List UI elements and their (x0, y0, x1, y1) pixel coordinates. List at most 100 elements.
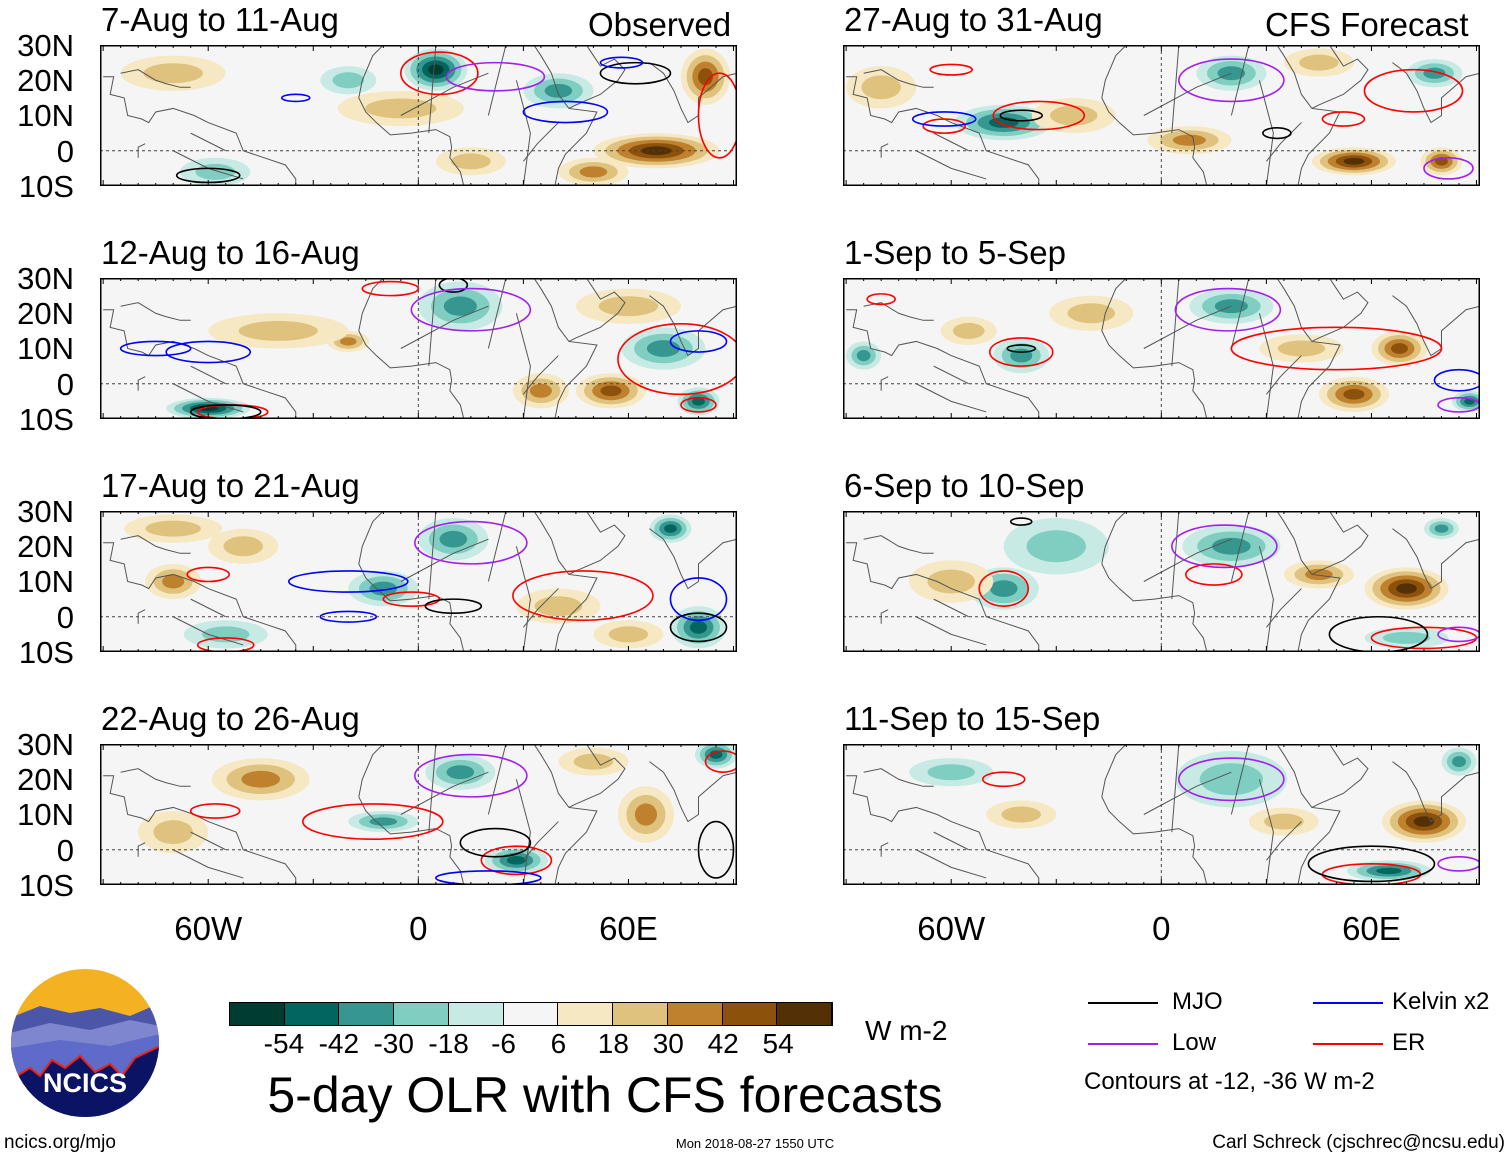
forecast-header: CFS Forecast (1265, 6, 1469, 43)
coastline (358, 97, 465, 186)
olr-anomaly-blob (506, 856, 526, 865)
olr-anomaly-blob (579, 166, 608, 178)
colorbar-tick-label: 6 (550, 1028, 567, 1059)
olr-map-panel (100, 278, 737, 419)
coastline (172, 849, 244, 879)
coastline (1258, 779, 1274, 885)
olr-anomaly-blob (428, 64, 444, 75)
coastline (358, 278, 384, 331)
coastline (915, 616, 987, 646)
coastline (880, 143, 889, 158)
coastline (568, 45, 626, 109)
coastline (649, 761, 737, 823)
kelvin-contour (319, 610, 378, 623)
coastline (1230, 744, 1250, 815)
olr-anomaly-blob (692, 397, 705, 406)
colorbar-swatch (284, 1003, 340, 1025)
lat-label: 20N (17, 529, 74, 565)
olr-anomaly-blob (1026, 530, 1086, 563)
coastline (915, 849, 987, 879)
olr-anomaly-blob (927, 764, 975, 781)
olr-anomaly-blob (1277, 340, 1326, 357)
coastline (103, 775, 297, 885)
legend-kelvin-line (1313, 1002, 1383, 1004)
coastline (1265, 821, 1302, 861)
coastline (1258, 80, 1274, 186)
coastline (1101, 330, 1208, 419)
coastline (103, 542, 297, 652)
footer-timestamp: Mon 2018-08-27 1550 UTC (675, 1136, 835, 1151)
low-contour (1178, 58, 1285, 103)
er-contour (978, 570, 1030, 607)
kelvin-contour (669, 330, 728, 353)
er-contour (988, 337, 1054, 367)
olr-anomaly-blob (534, 596, 583, 617)
observed-header: Observed (588, 6, 732, 43)
er-contour (189, 803, 241, 819)
olr-anomaly-blob (1050, 105, 1098, 126)
olr-anomaly-blob (573, 753, 614, 770)
low-contour (1437, 397, 1480, 413)
coastline (1392, 62, 1480, 124)
er-contour (186, 566, 231, 583)
footer-url[interactable]: ncics.org/mjo (4, 1132, 116, 1153)
lat-label: 30N (17, 494, 74, 529)
colorbar-tick-label: -6 (491, 1028, 516, 1059)
lat-label: 30N (17, 727, 74, 762)
coastline (1265, 588, 1302, 628)
mjo-contour (1328, 615, 1429, 652)
mjo-contour (1006, 344, 1037, 353)
coastline (1311, 511, 1369, 575)
lat-label: 20N (17, 762, 74, 798)
kelvin-contour (1433, 368, 1480, 392)
lon-label: 60E (1342, 910, 1401, 947)
olr-anomaly-blob (544, 83, 573, 98)
kelvin-contour (599, 56, 644, 69)
legend-low-label: Low (1172, 1029, 1217, 1056)
coastline (1265, 122, 1302, 162)
olr-anomaly-blob (369, 817, 398, 826)
coastline (515, 546, 531, 652)
coastline (428, 511, 437, 600)
coastline (1230, 511, 1250, 582)
lat-label: 10S (18, 634, 74, 670)
coastline (649, 295, 737, 357)
coastline (358, 45, 384, 98)
coastline (915, 150, 987, 180)
olr-anomaly-blob (439, 530, 468, 548)
lon-label: 0 (1152, 910, 1171, 947)
olr-map-panel (843, 45, 1480, 186)
coastline (1101, 563, 1208, 652)
olr-anomaly-blob (446, 765, 475, 780)
colorbar-swatch (667, 1003, 723, 1025)
coastline (515, 779, 531, 885)
coastline (880, 842, 889, 857)
kelvin-contour (165, 340, 252, 364)
olr-anomaly-blob (1390, 343, 1408, 354)
olr-map-panel (100, 511, 737, 652)
coastline (1171, 45, 1180, 134)
lon-label: 60E (599, 910, 658, 947)
coastline (120, 69, 191, 88)
coastline (649, 528, 737, 590)
er-contour (617, 323, 737, 396)
olr-anomaly-blob (1452, 756, 1466, 768)
olr-anomaly-blob (690, 620, 707, 634)
coastline (428, 45, 437, 134)
lat-label: 10N (17, 797, 74, 833)
coastline (1171, 744, 1180, 833)
lat-label: 0 (56, 832, 74, 868)
colorbar-tick-label: 42 (707, 1028, 739, 1059)
colorbar-swatch (722, 1003, 778, 1025)
olr-anomaly-blob (634, 803, 657, 826)
coastline (863, 302, 934, 321)
colorbar-tick-label: 30 (652, 1028, 684, 1059)
olr-anomaly-blob (1343, 157, 1365, 165)
kelvin-contour (911, 111, 977, 127)
olr-anomaly-blob (451, 153, 491, 170)
kelvin-contour (119, 340, 192, 357)
olr-anomaly-blob (856, 349, 871, 362)
coastline (137, 376, 146, 391)
coastline (1230, 45, 1250, 116)
olr-anomaly-blob (1382, 631, 1431, 644)
